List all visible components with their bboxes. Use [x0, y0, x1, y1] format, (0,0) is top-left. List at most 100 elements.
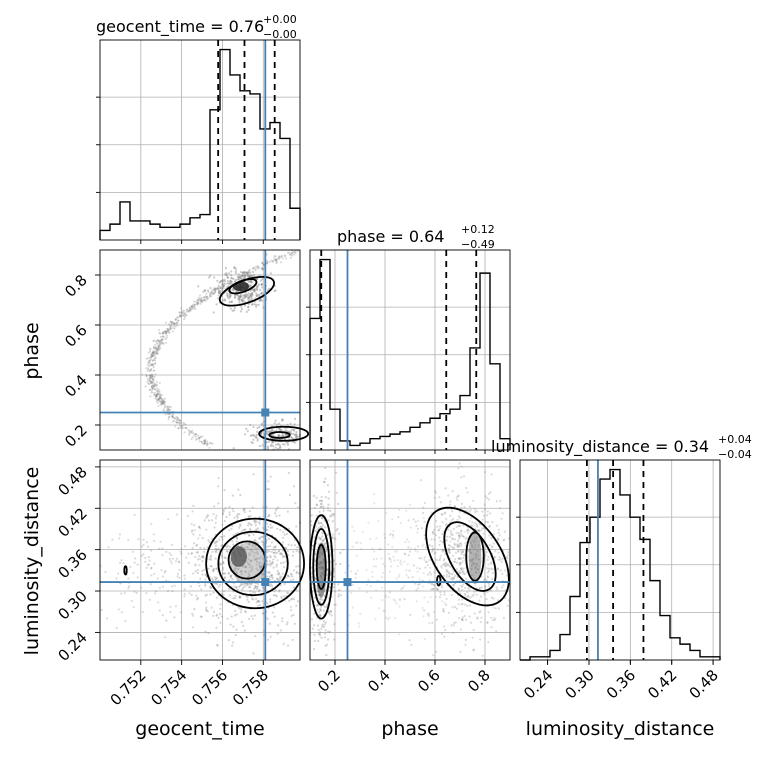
- sample-point: [196, 551, 200, 554]
- sample-point: [238, 513, 241, 516]
- sample-point: [278, 256, 281, 259]
- sample-point: [242, 508, 245, 511]
- sample-point: [154, 346, 157, 348]
- sample-point: [407, 519, 410, 522]
- sample-point: [189, 309, 192, 312]
- sample-point: [246, 271, 249, 274]
- sample-point: [381, 586, 384, 589]
- sample-point: [491, 520, 494, 524]
- sample-point: [314, 529, 317, 533]
- sample-point: [156, 342, 159, 345]
- sample-point: [281, 257, 284, 260]
- sample-point: [223, 273, 227, 276]
- sample-point: [249, 271, 252, 274]
- sample-point: [173, 327, 176, 330]
- sample-point: [171, 322, 174, 325]
- sample-point: [447, 549, 450, 552]
- sample-point: [435, 519, 438, 522]
- sample-point: [210, 442, 213, 445]
- sample-point: [319, 597, 322, 600]
- sample-point: [427, 612, 430, 615]
- sample-point: [266, 617, 269, 621]
- sample-point: [282, 536, 285, 539]
- sample-point: [333, 583, 336, 586]
- sample-point: [203, 298, 206, 301]
- sample-point: [324, 606, 327, 609]
- sample-point: [322, 625, 325, 629]
- sample-point: [476, 617, 479, 620]
- sample-point: [247, 572, 250, 575]
- xlabel-geocent-time: geocent_time: [135, 718, 264, 740]
- sample-point: [267, 563, 270, 566]
- sample-point: [155, 351, 158, 354]
- sample-point: [156, 577, 159, 580]
- sample-point: [254, 585, 257, 588]
- sample-point: [253, 544, 256, 548]
- sample-point: [496, 567, 499, 570]
- sample-point: [492, 597, 495, 600]
- sample-point: [194, 307, 197, 310]
- sample-point: [152, 385, 155, 388]
- sample-point: [280, 429, 283, 432]
- sample-point: [496, 599, 500, 602]
- sample-point: [203, 440, 206, 443]
- sample-point: [433, 490, 437, 493]
- sample-point: [460, 542, 463, 546]
- sample-point: [255, 540, 258, 543]
- sample-point: [169, 325, 172, 328]
- sample-point: [382, 571, 385, 575]
- sample-point: [171, 416, 174, 419]
- sample-point: [199, 300, 202, 303]
- sample-point: [261, 541, 264, 544]
- sample-point: [268, 575, 271, 579]
- sample-point: [490, 567, 493, 570]
- sample-point: [475, 510, 478, 513]
- sample-point: [399, 521, 402, 525]
- sample-point: [271, 526, 274, 529]
- sample-point: [481, 527, 484, 530]
- sample-point: [158, 586, 161, 589]
- sample-point: [257, 583, 260, 586]
- sample-point: [247, 275, 249, 278]
- sample-point: [151, 387, 154, 390]
- sample-point: [247, 272, 249, 274]
- sample-point: [158, 340, 161, 342]
- sample-point: [448, 564, 451, 567]
- sample-point: [247, 297, 250, 300]
- sample-point: [274, 259, 277, 262]
- sample-point: [242, 509, 245, 512]
- sample-point: [254, 436, 257, 439]
- sample-point: [296, 600, 299, 603]
- sample-point: [178, 315, 181, 318]
- sample-point: [219, 562, 222, 565]
- sample-point: [149, 347, 151, 350]
- sample-point: [445, 539, 448, 542]
- sample-point: [149, 374, 152, 377]
- sample-point: [326, 484, 329, 487]
- sample-point: [397, 633, 401, 636]
- sample-point: [175, 322, 178, 325]
- sample-point: [380, 575, 383, 579]
- sample-point: [290, 436, 293, 439]
- sample-point: [460, 584, 463, 587]
- sample-point: [167, 328, 170, 331]
- sample-point: [159, 336, 162, 338]
- sample-point: [442, 607, 445, 611]
- sample-point: [473, 524, 476, 527]
- sample-point: [487, 585, 490, 588]
- sample-point: [272, 558, 275, 561]
- sample-point: [431, 531, 434, 534]
- sample-point: [144, 560, 147, 563]
- sample-point: [389, 532, 392, 536]
- sample-point: [244, 271, 247, 274]
- sample-point: [453, 546, 456, 549]
- sample-point: [466, 594, 469, 597]
- sample-point: [285, 546, 288, 550]
- sample-point: [487, 563, 490, 566]
- sample-point: [229, 623, 232, 626]
- sample-point: [249, 423, 252, 426]
- sample-point: [179, 422, 182, 424]
- sample-point: [447, 528, 450, 531]
- sample-point: [433, 528, 436, 531]
- sample-point: [458, 510, 461, 513]
